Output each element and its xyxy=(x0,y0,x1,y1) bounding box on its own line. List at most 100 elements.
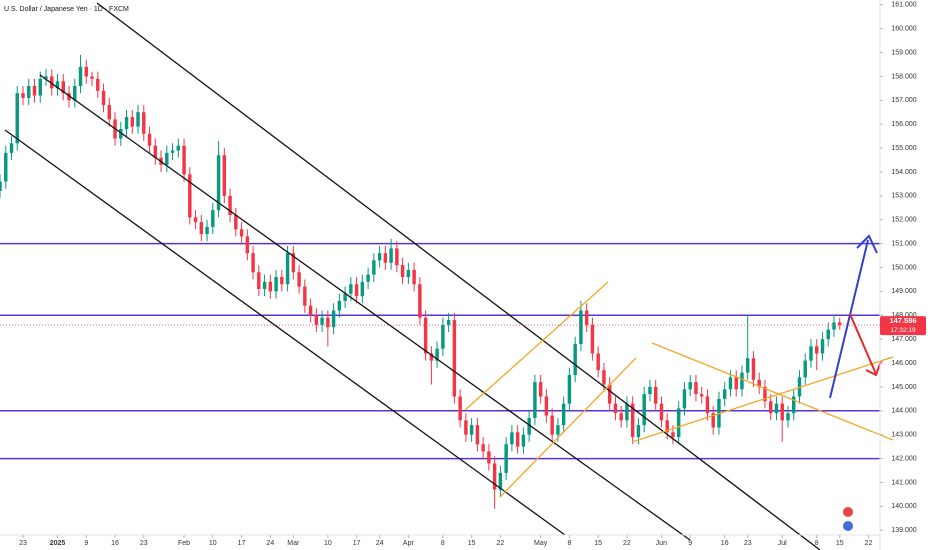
candle-body xyxy=(573,343,577,375)
candle-body xyxy=(763,386,767,402)
candle-body xyxy=(527,417,531,435)
candle-body xyxy=(349,284,353,294)
x-tick-label: 24 xyxy=(376,540,384,547)
candle-body xyxy=(498,472,503,490)
y-tick-label: 161.000 xyxy=(891,2,916,9)
candle-body xyxy=(613,403,618,414)
candle-body xyxy=(487,451,491,464)
candle-body xyxy=(642,394,646,426)
y-tick-label: 151.000 xyxy=(891,240,916,247)
x-tick-label: 24 xyxy=(266,540,274,547)
candle-body xyxy=(308,305,313,316)
candle-body xyxy=(21,93,25,98)
candle-body xyxy=(671,432,675,438)
candle-body xyxy=(734,377,738,390)
candle-body xyxy=(96,78,100,91)
y-tick-label: 156.000 xyxy=(891,121,916,128)
candle-body xyxy=(423,317,428,354)
candle-body xyxy=(331,310,336,328)
candle-body xyxy=(630,403,635,438)
candle-body xyxy=(389,248,393,263)
candle-body xyxy=(44,76,48,79)
candle-body xyxy=(556,425,560,435)
candle-body xyxy=(699,394,704,397)
candle-body xyxy=(590,324,595,354)
candle-body xyxy=(492,463,497,490)
candle-body xyxy=(291,253,296,273)
candle-body xyxy=(625,403,629,421)
candle-body xyxy=(694,382,698,395)
candle-body xyxy=(297,272,301,287)
candle-body xyxy=(722,389,727,399)
candle-body xyxy=(544,396,549,416)
channel-line xyxy=(96,2,821,550)
candle-body xyxy=(780,403,784,421)
candle-body xyxy=(50,76,54,89)
candle-body xyxy=(636,425,641,438)
candle-body xyxy=(469,425,474,435)
candle-body xyxy=(809,346,813,361)
candle-body xyxy=(320,317,324,325)
x-tick-label: 9 xyxy=(688,540,692,547)
candle-body xyxy=(222,155,227,196)
x-tick-label: 22 xyxy=(496,540,504,547)
candle-body xyxy=(67,93,71,101)
candle-body xyxy=(832,322,836,330)
x-tick-label: 17 xyxy=(353,540,361,547)
candle-body xyxy=(32,85,37,96)
candle-body xyxy=(251,253,255,273)
candle-body xyxy=(728,377,733,390)
candle-body xyxy=(262,281,267,289)
candle-body xyxy=(579,310,583,344)
candle-body xyxy=(550,415,554,435)
candle-body xyxy=(418,284,422,318)
candle-body xyxy=(648,386,652,395)
candle-body xyxy=(504,444,508,473)
candle-body xyxy=(740,372,744,390)
candle-body xyxy=(193,217,198,223)
candle-body xyxy=(435,348,439,361)
candle-body xyxy=(815,346,819,354)
candle-body xyxy=(268,281,273,292)
candle-body xyxy=(101,90,106,106)
x-tick-label: 9 xyxy=(84,540,88,547)
candle-body xyxy=(153,145,158,158)
y-tick-label: 154.000 xyxy=(891,169,916,176)
y-tick-label: 143.000 xyxy=(891,432,916,439)
candle-body xyxy=(705,396,710,414)
candle-body xyxy=(464,420,468,435)
x-tick-label: 17 xyxy=(238,540,246,547)
arrow-head xyxy=(856,234,878,254)
candle-body xyxy=(838,322,842,326)
flag-icon xyxy=(843,507,853,517)
candle-body xyxy=(205,226,209,235)
candle-body xyxy=(665,420,669,433)
y-tick-label: 146.000 xyxy=(891,360,916,367)
x-tick-label: 8 xyxy=(441,540,445,547)
candle-body xyxy=(0,181,2,192)
candle-body xyxy=(61,81,65,94)
candle-body xyxy=(745,358,750,373)
candle-body xyxy=(510,432,514,445)
candle-body xyxy=(78,66,83,86)
arrow-head xyxy=(865,360,882,377)
candle-body xyxy=(688,382,692,390)
candle-body xyxy=(27,85,31,98)
x-tick-label: 8 xyxy=(815,540,819,547)
candle-body xyxy=(567,374,572,404)
candle-body xyxy=(619,413,623,421)
y-tick-label: 160.000 xyxy=(891,26,916,33)
trend-line xyxy=(464,281,609,411)
candle-body xyxy=(377,253,382,261)
candle-body xyxy=(602,370,606,385)
candle-body xyxy=(607,384,612,404)
x-tick-label: 23 xyxy=(140,540,148,547)
candle-body xyxy=(142,112,146,134)
candle-body xyxy=(354,284,359,297)
candle-body xyxy=(406,269,411,278)
y-tick-label: 148.000 xyxy=(891,312,916,319)
x-tick-label: 22 xyxy=(865,540,873,547)
candle-body xyxy=(274,277,278,292)
